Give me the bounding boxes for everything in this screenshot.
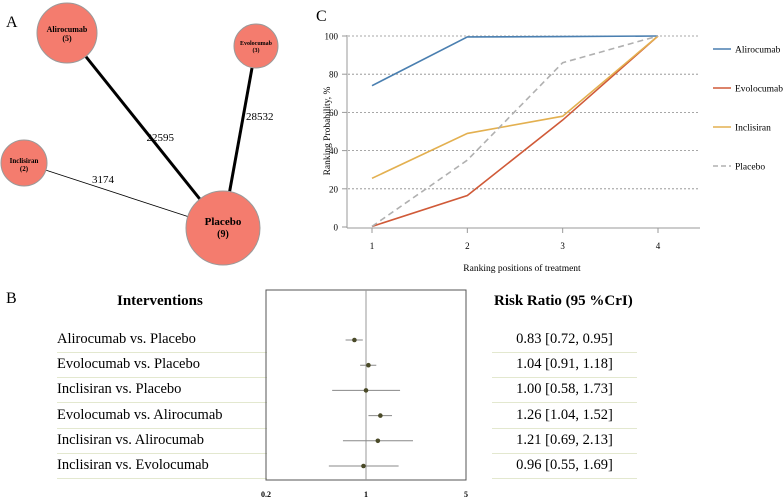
y-tick-label: 60 (329, 108, 339, 118)
network-node-count: (2) (20, 165, 29, 173)
series-line-inclisiran (371, 35, 659, 180)
risk-ratio-header: Risk Ratio (95 %CrI) (494, 293, 633, 309)
y-tick-label: 0 (334, 223, 339, 233)
network-node-placebo: Placebo (9) (185, 190, 261, 266)
network-node-inclisiran: Inclisiran (2) (0, 139, 48, 187)
risk-ratio-value: 1.21 [0.69, 2.13] (492, 428, 637, 454)
comparison-label: Inclisiran vs. Placebo (57, 377, 267, 404)
panel-label-a: A (6, 14, 18, 31)
y-axis-title: Ranking Probability, % (323, 87, 333, 176)
comparison-label: Evolocumab vs. Placebo (57, 352, 267, 379)
forest-tick-label: 5 (464, 490, 468, 499)
x-tick-label: 4 (656, 241, 661, 251)
comparison-label: Inclisiran vs. Evolocumab (57, 453, 267, 479)
network-node-name: Alirocumab (47, 25, 88, 34)
network-edge (65, 32, 225, 229)
point-estimate (363, 388, 369, 393)
network-node-count: (5) (62, 34, 72, 43)
y-tick-label: 80 (329, 70, 339, 80)
network-edge-label: 22595 (147, 132, 175, 144)
network-node-count: (3) (253, 47, 260, 54)
risk-ratio-value: 1.04 [0.91, 1.18] (492, 352, 637, 379)
x-tick-label: 1 (370, 241, 375, 251)
legend-label: Alirocumab (735, 46, 781, 56)
panel-label-b: B (6, 290, 17, 307)
y-tick-label: 20 (329, 184, 339, 194)
risk-ratio-value: 0.96 [0.55, 1.69] (492, 453, 637, 479)
point-estimate (378, 413, 383, 418)
network-node-count: (9) (217, 229, 229, 240)
forest-tick-label: 0.2 (261, 490, 271, 499)
x-tick-label: 3 (560, 241, 565, 251)
point-estimate (375, 438, 381, 444)
x-tick-label: 2 (465, 241, 470, 251)
risk-ratio-value: 0.83 [0.72, 0.95] (492, 327, 637, 353)
network-node-name: Inclisiran (10, 157, 39, 165)
network-node-alirocumab: Alirocumab (5) (36, 2, 98, 64)
point-estimate (366, 362, 371, 368)
network-node-name: Evolocumab (240, 41, 273, 47)
ranking-chart: 0 20 40 60 80 100 1 2 3 4 Ranking positions of t… (323, 32, 783, 275)
risk-ratio-value: 1.26 [1.04, 1.52] (492, 403, 637, 429)
comparison-label: Inclisiran vs. Alirocumab (57, 428, 267, 454)
point-estimate (352, 337, 357, 343)
legend-label: Evolocumab (735, 85, 783, 95)
risk-ratio-value: 1.00 [0.58, 1.73] (492, 377, 637, 404)
y-tick-label: 100 (325, 32, 339, 42)
y-tick-label: 40 (329, 146, 339, 156)
legend-label: Placebo (735, 163, 765, 173)
interventions-header: Interventions (117, 293, 203, 309)
legend-label: Inclisiran (735, 124, 771, 134)
series-line-evolocumab (371, 35, 659, 228)
panel-label-c: C (316, 8, 327, 25)
series-line-placebo (371, 35, 659, 228)
comparison-label: Evolocumab vs. Alirocumab (57, 403, 267, 429)
network-diagram: 22595 28532 3174 Alirocumab (5) Evolocum… (0, 2, 279, 266)
comparison-label: Alirocumab vs. Placebo (57, 327, 267, 353)
point-estimate (361, 463, 366, 469)
network-edge-label: 28532 (246, 111, 274, 123)
series-line-alirocumab (371, 35, 659, 87)
forest-tick-label: 1 (364, 490, 368, 499)
network-node-name: Placebo (205, 216, 242, 228)
network-edge-label: 3174 (92, 174, 115, 186)
network-node-evolocumab: Evolocumab (3) (233, 23, 279, 69)
x-axis-title: Ranking positions of treatment (463, 263, 581, 274)
